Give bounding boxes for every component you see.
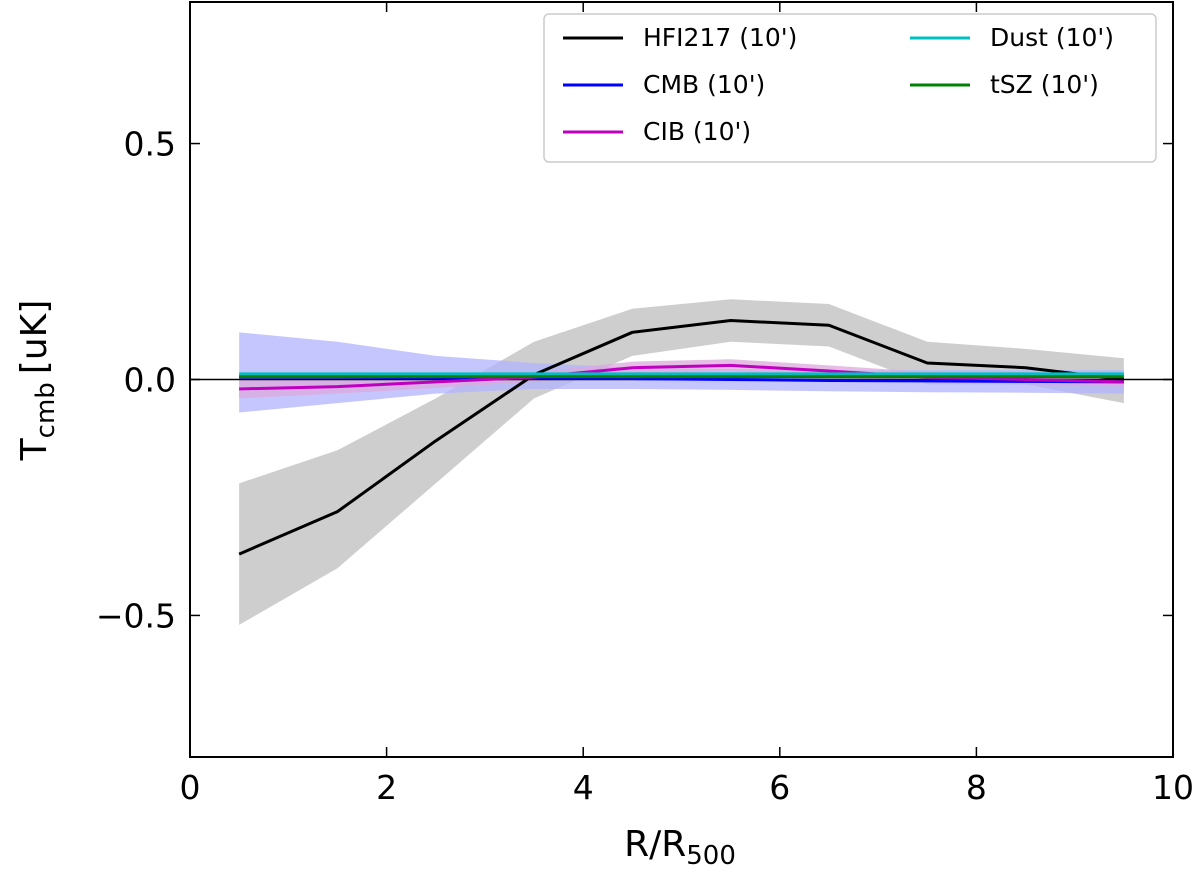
x-tick-label: 0 [180,768,201,807]
series-line-hfi217-10 [238,319,1125,556]
legend-label-hfi217-10: HFI217 (10') [643,23,797,52]
legend-label-cib-10: CIB (10') [643,117,751,146]
series-line-cib-10 [239,363,1124,391]
y-axis-label-subscript: cmb [31,382,61,438]
y-axis-label: Tcmb [uK] [14,300,61,462]
x-tick-label: 6 [769,768,790,807]
legend-box [543,13,1157,163]
legend-label-dust-10: Dust (10') [990,23,1114,52]
y-tick-label: −0.5 [96,596,176,635]
x-tick-label: 8 [966,768,987,807]
plot-frame [189,1,1174,758]
x-axis-label-main: R/R [624,824,686,865]
error-bands [239,299,1124,625]
error-band-hfi217-10 [239,299,1124,625]
x-axis-label: R/R500 [624,824,736,871]
y-tick-label: 0.5 [124,125,176,164]
legend: HFI217 (10') CMB (10') CIB (10') Dust (10')… [543,13,1157,163]
x-axis-label-subscript: 500 [686,841,736,871]
y-axis-label-unit: [uK] [14,300,55,375]
legend-label-tsz-10: tSZ (10') [990,70,1099,99]
y-axis-label-main: T [14,437,55,461]
x-tick-label: 2 [376,768,397,807]
tick-labels: 0 2 4 6 8 10 −0.5 0.0 0.5 [96,125,1194,807]
series-lines [238,319,1125,556]
x-tick-label: 4 [573,768,594,807]
x-tick-label: 10 [1152,768,1194,807]
legend-label-cmb-10: CMB (10') [643,70,765,99]
y-tick-label: 0.0 [124,361,176,400]
